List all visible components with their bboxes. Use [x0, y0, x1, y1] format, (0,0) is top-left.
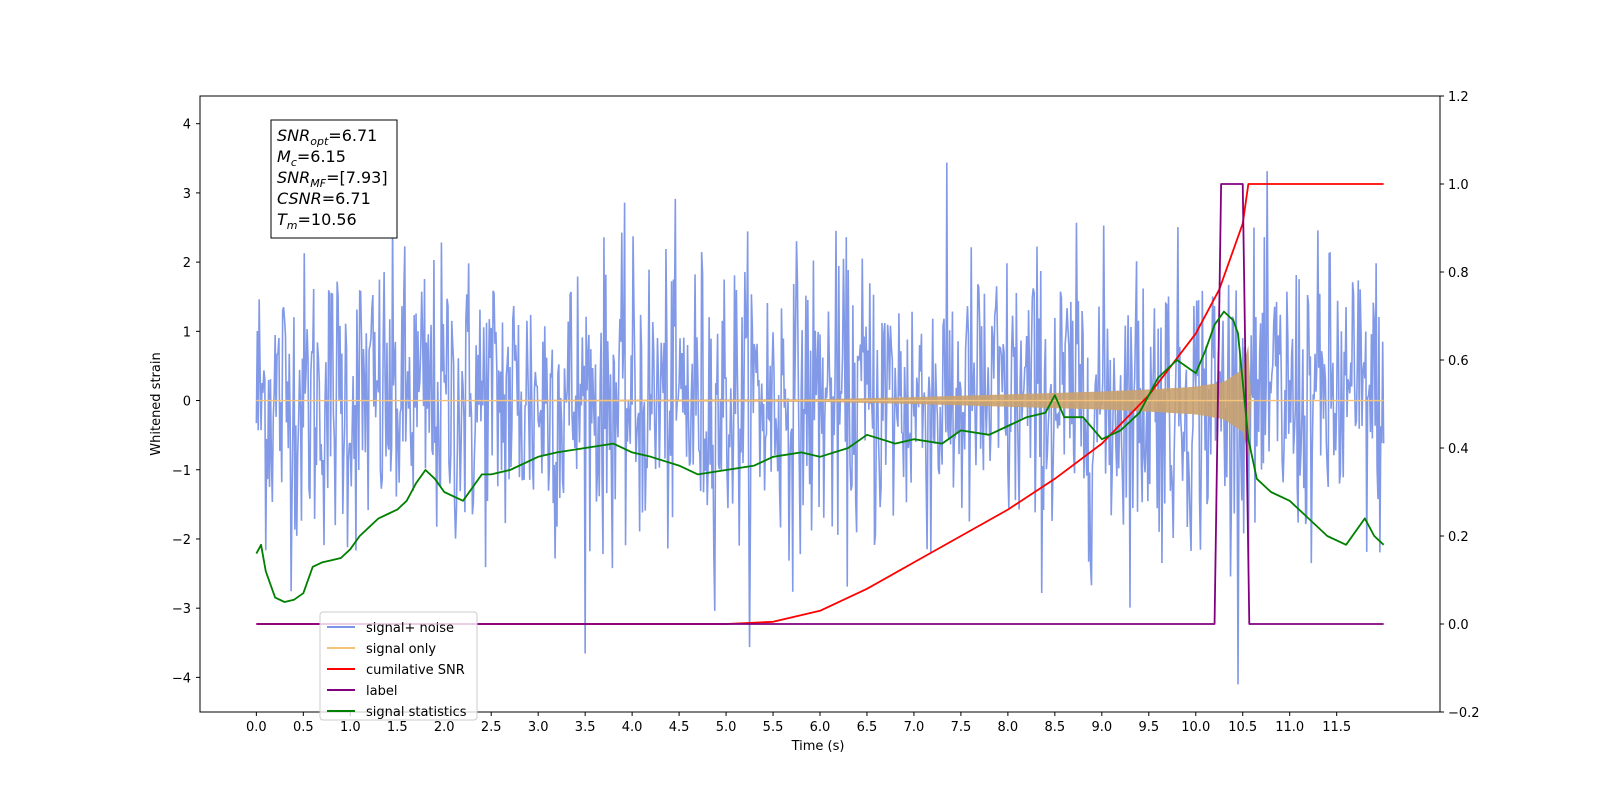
annotation-value: =6.15: [297, 147, 346, 166]
annotation-value: =6.71: [322, 189, 371, 208]
legend: signal+ noise signal only cumilative SNR la…: [319, 611, 478, 721]
legend-label: label: [366, 684, 397, 699]
y-right-tick-label: 1.2: [1448, 90, 1469, 105]
y-left-tick-label: −3: [172, 602, 191, 617]
annotation-subscript: opt: [310, 135, 329, 148]
x-tick-label: 0.5: [293, 720, 314, 735]
x-tick-label: 5.5: [763, 720, 784, 735]
legend-label: signal only: [366, 642, 436, 657]
y-right-tick-label: 0.0: [1448, 618, 1469, 633]
x-tick-label: 7.5: [951, 720, 972, 735]
annotation-value: =[7.93]: [326, 168, 388, 187]
y-left-tick-label: 4: [183, 118, 191, 133]
x-tick-label: 2.5: [481, 720, 502, 735]
x-tick-label: 9.0: [1091, 720, 1112, 735]
annotation-box: SNRopt=6.71Mc=6.15SNRMF=[7.93]CSNR=6.71T…: [270, 119, 398, 239]
label-line: [256, 183, 1384, 625]
y-left-tick-label: −2: [172, 533, 191, 548]
annotation-symbol: SNR: [277, 168, 310, 187]
x-tick-label: 3.0: [528, 720, 549, 735]
annotation-line: Mc=6.15: [277, 147, 346, 169]
annotation-value: =6.71: [328, 126, 377, 145]
y-left-tick-label: 1: [183, 325, 191, 340]
x-tick-label: 4.5: [669, 720, 690, 735]
ticks-layer: 0.0 0.5 1.0 1.5 2.0 2.5 3.0 3.5 4.0 4.5 5.0 5.5 6.0 6…: [172, 90, 1480, 735]
annotation-subscript: MF: [310, 177, 326, 190]
y-left-tick-label: −4: [172, 671, 191, 686]
annotation-line: CSNR=6.71: [277, 189, 371, 208]
y-right-tick-label: 0.6: [1448, 354, 1469, 369]
annotation-line: SNRopt=6.71: [277, 126, 377, 148]
legend-label: signal+ noise: [366, 621, 454, 636]
y-left-tick-label: 2: [183, 256, 191, 271]
x-tick-label: 11.0: [1275, 720, 1304, 735]
x-tick-label: 5.0: [716, 720, 737, 735]
annotation-symbol: T: [277, 210, 288, 229]
x-tick-label: 6.0: [810, 720, 831, 735]
x-axis-label: Time (s): [791, 739, 845, 754]
lines-layer: [255, 183, 1385, 625]
x-tick-label: 11.5: [1322, 720, 1351, 735]
x-tick-label: 8.0: [998, 720, 1019, 735]
x-tick-label: 2.0: [434, 720, 455, 735]
x-tick-label: 9.5: [1138, 720, 1159, 735]
x-tick-label: 6.5: [857, 720, 878, 735]
y-right-tick-label: −0.2: [1448, 706, 1480, 721]
x-tick-label: 0.0: [246, 720, 267, 735]
y-axis-label: Whitened strain: [149, 352, 164, 455]
signal-only-layer: [256, 345, 1384, 456]
annotation-value: =10.56: [298, 210, 357, 229]
x-tick-label: 10.5: [1228, 720, 1257, 735]
annotation-line: SNRMF=[7.93]: [277, 168, 388, 190]
annotation-symbol: M: [277, 147, 291, 166]
legend-label: signal statistics: [366, 705, 467, 720]
annotation-symbol: SNR: [277, 126, 310, 145]
legend-label: cumilative SNR: [366, 663, 465, 678]
x-tick-label: 10.0: [1181, 720, 1210, 735]
y-left-tick-label: −1: [172, 464, 191, 479]
annotation-line: Tm=10.56: [277, 210, 357, 232]
x-tick-label: 1.0: [340, 720, 361, 735]
legend-frame: [319, 611, 478, 721]
cumulative-snr-line: [256, 183, 1384, 625]
signal-statistics-line: [255, 310, 1385, 603]
annotation-subscript: m: [287, 219, 298, 232]
annotation-frame: [270, 119, 398, 239]
annotation-symbol: CSNR: [277, 189, 322, 208]
y-left-tick-label: 3: [183, 187, 191, 202]
x-tick-label: 8.5: [1045, 720, 1066, 735]
x-tick-label: 7.0: [904, 720, 925, 735]
y-right-tick-label: 0.2: [1448, 530, 1469, 545]
y-right-tick-label: 1.0: [1448, 178, 1469, 193]
x-tick-label: 4.0: [622, 720, 643, 735]
x-tick-label: 1.5: [387, 720, 408, 735]
y-right-tick-label: 0.4: [1448, 442, 1469, 457]
y-left-tick-label: 0: [183, 395, 191, 410]
y-right-tick-label: 0.8: [1448, 266, 1469, 281]
annotation-subscript: c: [291, 156, 297, 169]
x-tick-label: 3.5: [575, 720, 596, 735]
